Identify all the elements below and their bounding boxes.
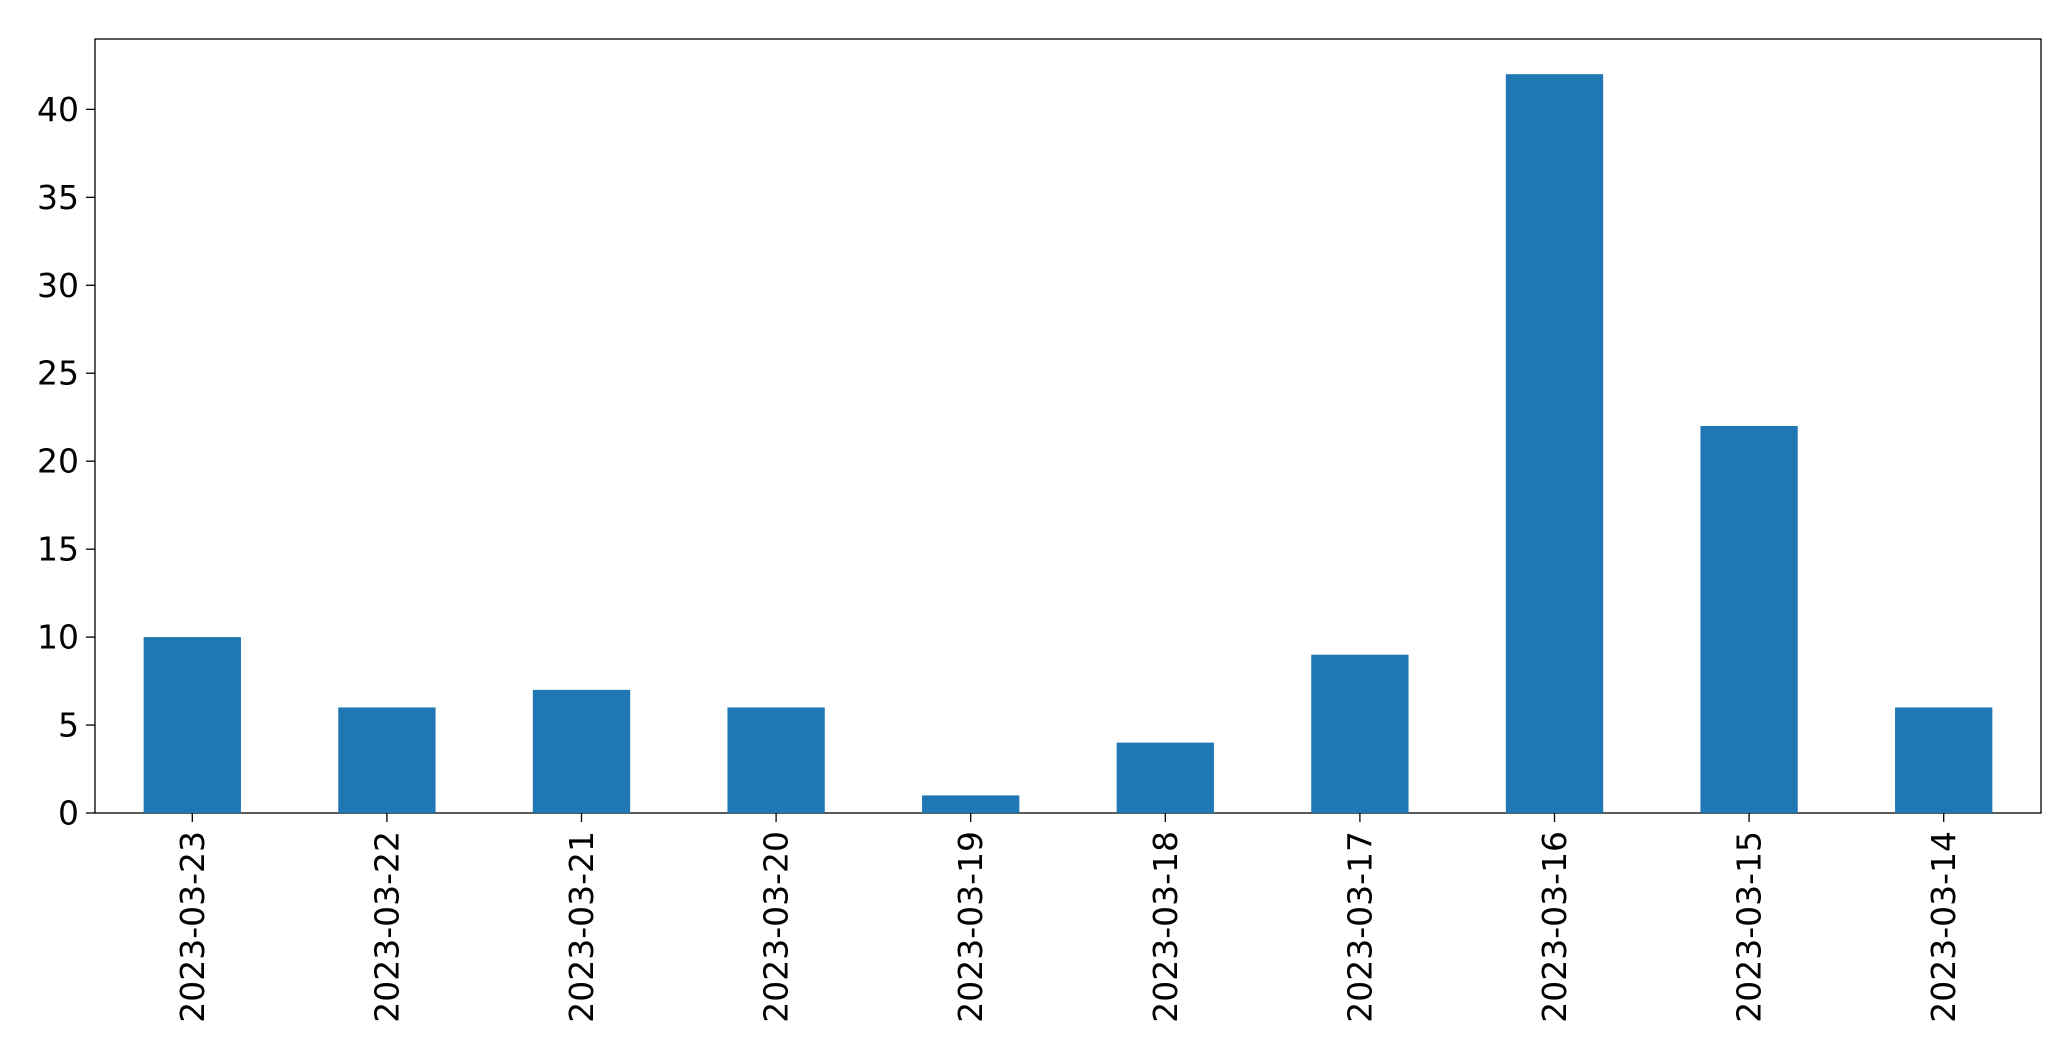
x-axis: 2023-03-23 2023-03-22 2023-03-21 2023-03-20… xyxy=(173,813,1963,1023)
bar-2023-03-21 xyxy=(532,689,631,813)
bar-2023-03-20 xyxy=(727,707,825,813)
y-tick-label: 5 xyxy=(58,706,79,745)
x-tick-label: 2023-03-14 xyxy=(1924,831,1963,1023)
y-tick-label: 10 xyxy=(37,618,79,657)
y-tick-label: 15 xyxy=(37,530,79,569)
bar-2023-03-22 xyxy=(338,707,436,813)
bar-2023-03-16 xyxy=(1505,74,1604,813)
bar-2023-03-23 xyxy=(143,637,241,813)
y-tick-label: 0 xyxy=(58,794,79,833)
x-tick-label: 2023-03-17 xyxy=(1340,831,1379,1023)
x-tick-label: 2023-03-23 xyxy=(173,831,212,1023)
y-tick-label: 30 xyxy=(37,266,79,305)
bar-2023-03-14 xyxy=(1895,707,1993,813)
y-tick-label: 40 xyxy=(37,90,79,129)
y-tick-label: 25 xyxy=(37,354,79,393)
x-tick-label: 2023-03-21 xyxy=(562,831,601,1023)
y-tick-label: 35 xyxy=(37,178,79,217)
x-tick-label: 2023-03-15 xyxy=(1730,831,1769,1023)
plot-area xyxy=(94,38,2042,814)
x-tick-label: 2023-03-16 xyxy=(1535,831,1574,1023)
x-tick-label: 2023-03-18 xyxy=(1146,831,1185,1023)
bar-2023-03-15 xyxy=(1700,426,1798,813)
y-axis: 0 5 10 15 20 25 30 35 40 xyxy=(37,90,95,833)
bars-group xyxy=(143,74,1993,813)
x-tick-label: 2023-03-19 xyxy=(951,831,990,1023)
plot-frame xyxy=(94,38,2042,814)
x-tick-label: 2023-03-20 xyxy=(757,831,796,1023)
bar-2023-03-19 xyxy=(922,795,1020,813)
bar-2023-03-17 xyxy=(1311,654,1409,813)
x-tick-label: 2023-03-22 xyxy=(367,831,406,1023)
y-tick-label: 20 xyxy=(37,442,79,481)
bar-2023-03-18 xyxy=(1116,742,1214,813)
